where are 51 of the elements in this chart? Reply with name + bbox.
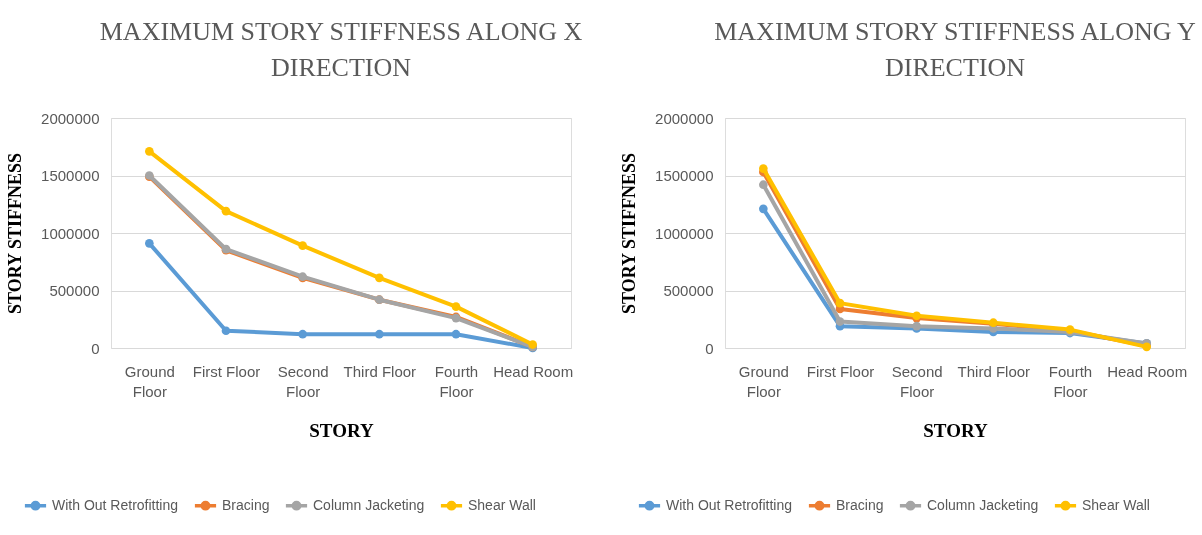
legend-label: Shear Wall xyxy=(468,496,536,513)
y-tick-label: 1000000 xyxy=(655,224,714,242)
legend-label: With Out Retrofitting xyxy=(52,496,179,513)
legend-label: Bracing xyxy=(836,496,884,513)
x-tick-label: Head Room xyxy=(1107,362,1188,380)
x-tick-label: Ground Floor xyxy=(738,362,789,400)
point xyxy=(375,273,384,283)
point xyxy=(145,239,154,248)
x-tick-label: Fourth Floor xyxy=(1048,362,1093,400)
x-tick-label: Second Floor xyxy=(891,362,943,400)
legend-label: Column Jacketing xyxy=(313,496,425,513)
y-tick-label: 1000000 xyxy=(41,224,100,242)
x-axis-title: STORY xyxy=(923,419,988,441)
point xyxy=(759,204,768,214)
y-tick-label: 2000000 xyxy=(41,109,100,127)
point xyxy=(835,317,845,326)
point xyxy=(221,326,231,336)
y-tick-label: 500000 xyxy=(663,282,714,299)
x-tick-label: Ground Floor xyxy=(124,362,175,400)
x-tick-label: First Floor xyxy=(192,362,261,380)
point xyxy=(298,241,307,250)
x-tick-label: First Floor xyxy=(806,362,875,380)
y-tick-label: 2000000 xyxy=(655,109,714,127)
point xyxy=(145,147,154,156)
y-tick-label: 0 xyxy=(91,339,100,357)
chart-title: MAXIMUM STORY STIFFNESS ALONG Y DIRECTION xyxy=(714,17,1197,82)
point xyxy=(759,180,768,190)
x-tick-label: Third Floor xyxy=(957,362,1031,380)
y-axis-title: STORY STIFFNESS xyxy=(619,153,640,314)
x-axis-title: STORY xyxy=(309,419,374,441)
y-tick-label: 1500000 xyxy=(655,167,714,184)
x-tick-label: Fourth Floor xyxy=(434,362,479,400)
chart-title: MAXIMUM STORY STIFFNESS ALONG X DIRECTION xyxy=(99,17,583,82)
y-axis-title: STORY STIFFNESS xyxy=(5,153,26,314)
point xyxy=(221,206,231,216)
legend-label: Bracing xyxy=(222,496,270,513)
y-tick-label: 1500000 xyxy=(41,167,100,184)
x-tick-label: Head Room xyxy=(493,362,574,380)
point xyxy=(835,298,845,308)
point xyxy=(451,302,461,311)
point xyxy=(298,329,307,339)
point xyxy=(759,164,768,173)
point xyxy=(375,329,384,339)
x-tick-label: Second Floor xyxy=(277,362,329,400)
legend-label: Shear Wall xyxy=(1082,496,1150,513)
y-tick-label: 0 xyxy=(705,339,714,357)
legend-label: With Out Retrofitting xyxy=(666,496,793,513)
point xyxy=(451,329,461,339)
y-tick-label: 500000 xyxy=(49,282,100,299)
legend-label: Column Jacketing xyxy=(927,496,1039,513)
x-tick-label: Third Floor xyxy=(343,362,417,380)
